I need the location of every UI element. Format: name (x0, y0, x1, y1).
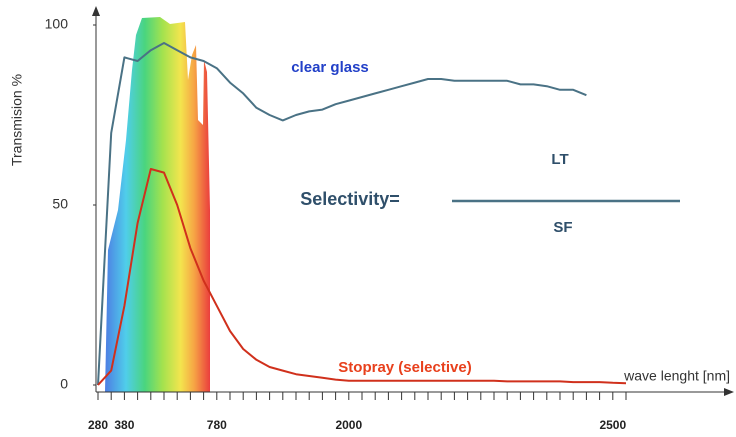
y-tick-label: 100 (45, 16, 69, 32)
x-tick-label: 2000 (335, 418, 362, 432)
x-tick-label: 780 (207, 418, 227, 432)
formula-left: Selectivity= (300, 189, 400, 209)
formula-denominator: SF (553, 219, 572, 236)
y-tick-label: 50 (52, 196, 68, 212)
series-label: Stopray (selective) (338, 359, 471, 376)
series-line (97, 168, 627, 386)
formula-numerator: LT (551, 151, 568, 168)
y-tick-label: 0 (60, 376, 68, 392)
x-tick-label: 2500 (599, 418, 626, 432)
series-label: clear glass (291, 59, 369, 76)
x-tick-label: 280 (88, 418, 108, 432)
x-axis-label: wave lenght [nm] (623, 368, 730, 384)
visible-spectrum (105, 17, 210, 392)
series-line (97, 42, 587, 386)
y-axis-label: Transmision % (9, 74, 25, 166)
x-axis-arrow (724, 388, 734, 396)
y-axis-arrow (92, 6, 100, 16)
x-tick-label: 380 (114, 418, 134, 432)
